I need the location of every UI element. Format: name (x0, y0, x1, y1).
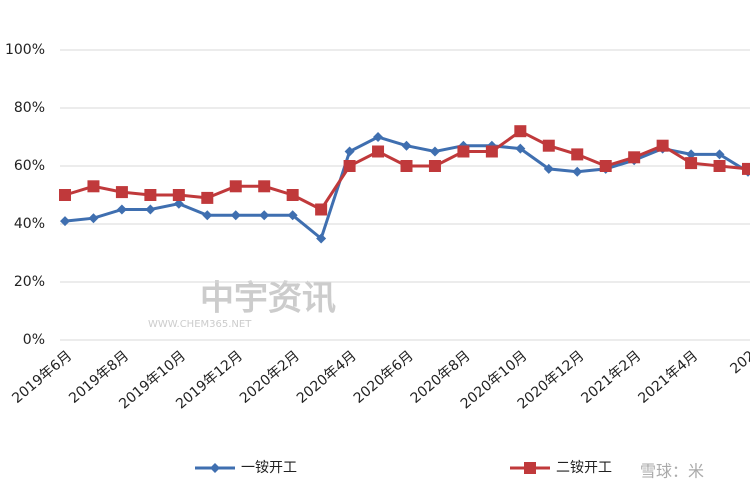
point (230, 210, 241, 221)
point (457, 145, 470, 158)
point (599, 160, 612, 172)
point (656, 139, 669, 152)
x-tick-label: 2021年2月 (578, 348, 644, 407)
point (514, 125, 527, 138)
y-tick-label: 100% (5, 42, 45, 58)
watermark: 雪球：米 (640, 462, 704, 481)
point (429, 146, 440, 157)
watermark: WWW.CHEM365.NET (148, 319, 252, 330)
point (59, 189, 71, 201)
point (116, 204, 127, 215)
point (259, 210, 270, 221)
point (201, 191, 214, 204)
point (713, 160, 726, 172)
y-tick-label: 60% (14, 158, 45, 174)
point (315, 203, 328, 216)
point (714, 149, 725, 160)
point (400, 160, 413, 172)
point (543, 163, 554, 174)
y-tick-label: 20% (14, 274, 45, 290)
point (173, 198, 184, 209)
point (343, 160, 356, 172)
point (229, 180, 242, 193)
point (60, 216, 70, 227)
legend-marker (210, 463, 220, 473)
y-tick-label: 40% (14, 216, 45, 232)
point (628, 151, 641, 164)
point (686, 149, 697, 160)
point (316, 233, 327, 244)
point (258, 180, 271, 193)
point (87, 180, 100, 193)
legend-label: 一铵开工 (241, 460, 297, 476)
x-tick-label: 202 (727, 348, 750, 377)
point (344, 146, 355, 157)
point (485, 145, 498, 158)
point (542, 139, 555, 152)
point (571, 148, 584, 161)
point (287, 210, 298, 221)
x-tick-label: 2020年4月 (294, 348, 360, 407)
point (401, 140, 412, 151)
point (742, 162, 750, 175)
y-tick-label: 80% (14, 100, 45, 116)
point (202, 210, 213, 221)
point (88, 213, 99, 224)
point (685, 157, 698, 170)
point (172, 189, 185, 201)
point (572, 166, 583, 177)
point (372, 145, 385, 158)
point (145, 204, 156, 215)
x-tick-label: 2019年6月 (9, 348, 75, 407)
point (515, 143, 526, 154)
x-tick-label: 2021年4月 (635, 348, 701, 407)
legend-marker (524, 462, 536, 474)
x-tick-label: 2020年2月 (237, 348, 303, 407)
point (373, 132, 384, 142)
point (286, 189, 299, 201)
y-tick-label: 0% (23, 332, 45, 348)
point (428, 160, 441, 172)
legend-label: 二铵开工 (556, 460, 612, 476)
point (115, 186, 128, 199)
watermark: 中宇资讯 (200, 279, 336, 319)
x-tick-label: 2020年6月 (351, 348, 417, 407)
point (144, 189, 157, 201)
